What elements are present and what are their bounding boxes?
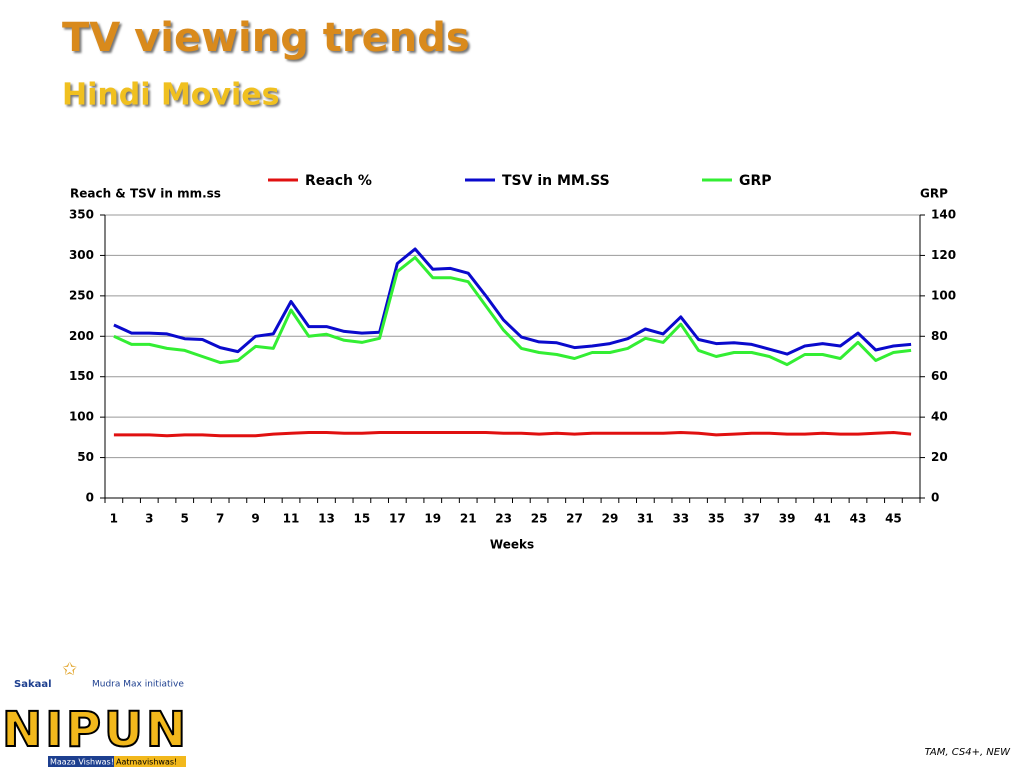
- x-tick-label: 17: [389, 512, 406, 526]
- series-line: [113, 431, 912, 438]
- y2-tick-label: 120: [931, 248, 956, 262]
- y2-tick-label: 140: [931, 208, 956, 222]
- x-tick-label: 19: [424, 512, 441, 526]
- y-tick-label: 100: [69, 410, 94, 424]
- y-tick-label: 0: [86, 491, 94, 505]
- x-tick-label: 45: [885, 512, 902, 526]
- x-axis-title: Weeks: [490, 538, 534, 552]
- y-tick-label: 50: [77, 450, 94, 464]
- logo-motto: Maaza Vishwas!: [50, 758, 114, 767]
- logo-motto: Aatmavishwas!: [116, 758, 177, 767]
- x-tick-label: 39: [779, 512, 796, 526]
- y-tick-label: 250: [69, 288, 94, 302]
- x-tick-label: 1: [110, 512, 118, 526]
- logo: Sakaal ✩ Mudra Max initiative NIPUN Maaz…: [1, 659, 187, 767]
- series-line: [113, 247, 912, 356]
- series-line: [113, 256, 912, 367]
- y-axis-title: Reach & TSV in mm.ss: [70, 187, 221, 201]
- x-tick-label: 43: [850, 512, 867, 526]
- logo-brand: Sakaal: [14, 679, 52, 690]
- y2-tick-label: 0: [931, 491, 939, 505]
- y-tick-label: 150: [69, 369, 94, 383]
- x-tick-label: 23: [495, 512, 512, 526]
- x-tick-label: 33: [672, 512, 689, 526]
- y2-tick-label: 100: [931, 288, 956, 302]
- x-tick-label: 31: [637, 512, 654, 526]
- x-tick-label: 3: [145, 512, 153, 526]
- y2-axis-title: GRP: [920, 187, 948, 201]
- subtitle: Hindi Movies: [62, 78, 279, 113]
- x-tick-label: 7: [216, 512, 224, 526]
- source: TAM, CS4+, NEW: [925, 747, 1011, 758]
- legend-label: TSV in MM.SS: [502, 173, 610, 189]
- logo-star: ✩: [62, 659, 77, 680]
- x-tick-label: 35: [708, 512, 725, 526]
- y-tick-label: 200: [69, 329, 94, 343]
- y2-tick-label: 40: [931, 410, 948, 424]
- y2-tick-label: 20: [931, 450, 948, 464]
- x-tick-label: 15: [354, 512, 371, 526]
- x-tick-label: 13: [318, 512, 335, 526]
- x-tick-label: 21: [460, 512, 477, 526]
- y-tick-label: 350: [69, 208, 94, 222]
- title: TV viewing trends: [62, 15, 470, 61]
- legend-label: GRP: [739, 173, 772, 189]
- logo-motto-bg: [48, 756, 114, 767]
- x-tick-label: 11: [283, 512, 300, 526]
- y2-tick-label: 60: [931, 369, 948, 383]
- x-tick-label: 25: [531, 512, 548, 526]
- x-tick-label: 27: [566, 512, 583, 526]
- x-tick-label: 29: [602, 512, 619, 526]
- x-tick-label: 37: [743, 512, 760, 526]
- x-tick-label: 41: [814, 512, 831, 526]
- x-tick-label: 9: [251, 512, 259, 526]
- x-tick-label: 5: [181, 512, 189, 526]
- y-tick-label: 300: [69, 248, 94, 262]
- legend-label: Reach %: [305, 173, 372, 189]
- logo-tagline: Mudra Max initiative: [92, 680, 184, 690]
- logo-motto-bg: [114, 756, 186, 767]
- y2-tick-label: 80: [931, 329, 948, 343]
- logo-name: NIPUN: [2, 702, 186, 758]
